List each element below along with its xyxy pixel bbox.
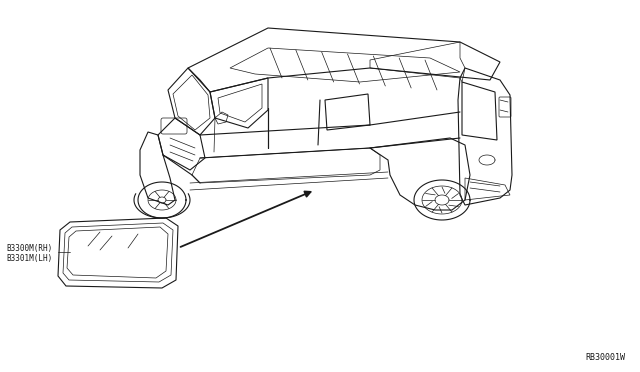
Text: B3300M(RH): B3300M(RH) <box>6 244 52 253</box>
Text: B3301M(LH): B3301M(LH) <box>6 253 52 263</box>
Text: RB30001W: RB30001W <box>585 353 625 362</box>
